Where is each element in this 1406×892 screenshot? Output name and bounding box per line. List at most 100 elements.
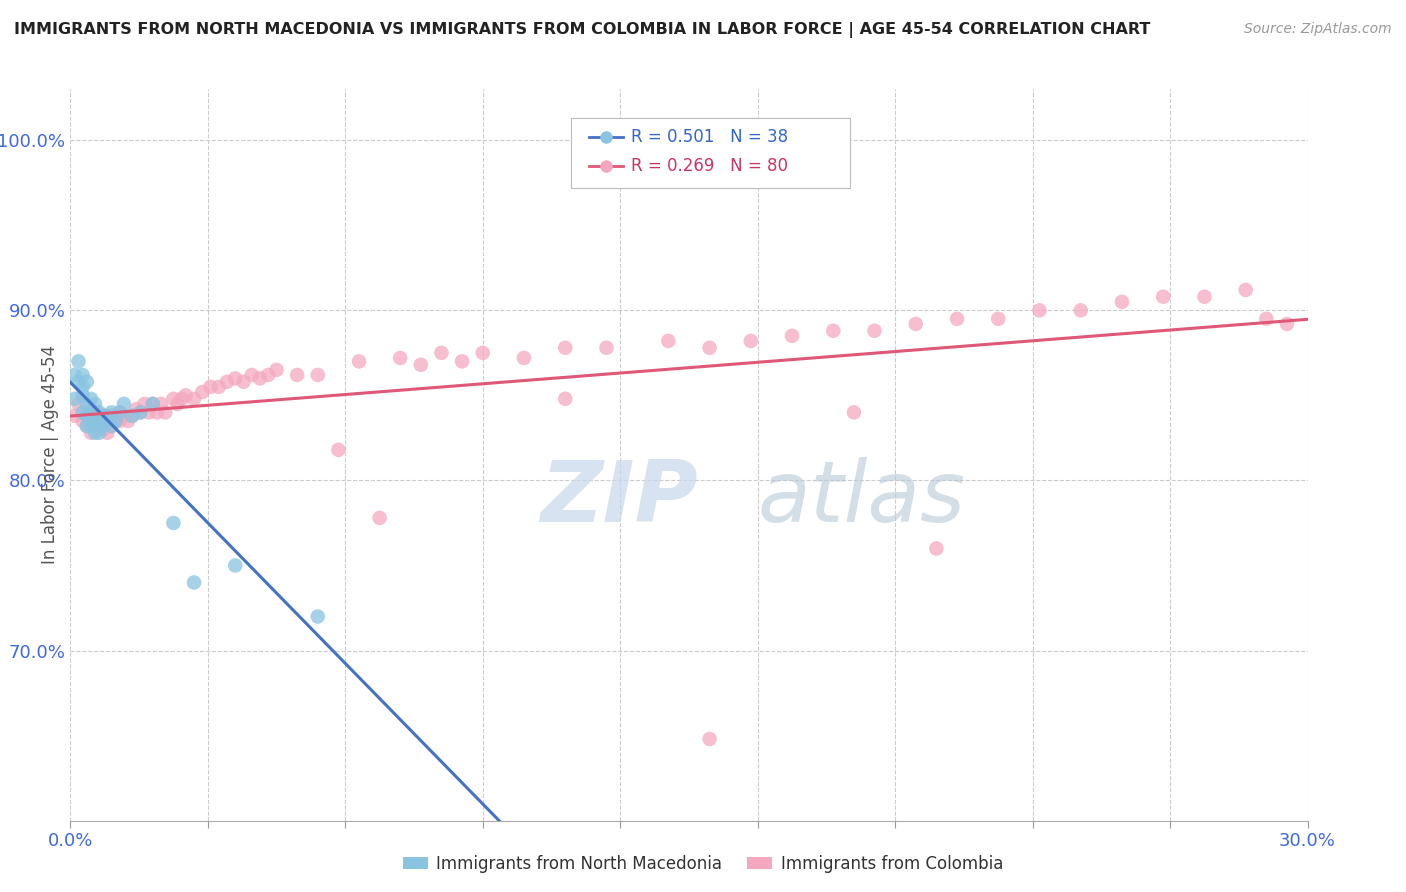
Point xyxy=(67,397,90,411)
Point xyxy=(63,392,86,406)
Y-axis label: In Labor Force | Age 45-54: In Labor Force | Age 45-54 xyxy=(41,345,59,565)
Point xyxy=(153,405,176,419)
Point xyxy=(63,409,86,423)
Point xyxy=(67,354,90,368)
Point xyxy=(1275,317,1298,331)
Point xyxy=(142,397,165,411)
Point xyxy=(224,371,246,385)
Point xyxy=(121,409,143,423)
Text: R = 0.501   N = 38: R = 0.501 N = 38 xyxy=(631,128,787,145)
Point xyxy=(76,405,98,419)
Point xyxy=(904,317,927,331)
Point xyxy=(72,405,94,419)
Point xyxy=(1234,283,1257,297)
Point xyxy=(76,419,98,434)
Point xyxy=(63,368,86,382)
Point xyxy=(104,414,127,428)
Point xyxy=(112,397,135,411)
Point xyxy=(108,405,131,419)
Point xyxy=(91,409,114,423)
Point xyxy=(215,375,238,389)
Point xyxy=(100,419,122,434)
Point xyxy=(451,354,474,368)
Point xyxy=(146,405,169,419)
Point xyxy=(842,405,865,419)
Point xyxy=(72,368,94,382)
Point xyxy=(89,425,111,440)
Point xyxy=(780,329,803,343)
Point xyxy=(84,397,107,411)
Point xyxy=(80,409,103,423)
Point xyxy=(91,409,114,423)
Point xyxy=(100,409,122,423)
Point xyxy=(108,405,131,419)
Point xyxy=(513,351,536,365)
Point xyxy=(129,405,152,419)
Point xyxy=(307,609,329,624)
Point xyxy=(80,419,103,434)
Text: Source: ZipAtlas.com: Source: ZipAtlas.com xyxy=(1244,22,1392,37)
Point xyxy=(347,354,370,368)
Point xyxy=(232,375,254,389)
Point xyxy=(104,414,127,428)
Text: IMMIGRANTS FROM NORTH MACEDONIA VS IMMIGRANTS FROM COLOMBIA IN LABOR FORCE | AGE: IMMIGRANTS FROM NORTH MACEDONIA VS IMMIG… xyxy=(14,22,1150,38)
Point xyxy=(89,419,111,434)
Text: atlas: atlas xyxy=(756,458,965,541)
Point xyxy=(84,419,107,434)
Point xyxy=(595,341,617,355)
Point xyxy=(76,375,98,389)
Point xyxy=(285,368,308,382)
Point xyxy=(946,311,969,326)
Legend: Immigrants from North Macedonia, Immigrants from Colombia: Immigrants from North Macedonia, Immigra… xyxy=(396,848,1010,880)
Point xyxy=(170,392,193,406)
Point xyxy=(389,351,412,365)
Point xyxy=(166,397,188,411)
Point xyxy=(224,558,246,573)
Point xyxy=(150,397,173,411)
Point xyxy=(76,397,98,411)
Point xyxy=(430,346,453,360)
Point xyxy=(67,375,90,389)
Point xyxy=(89,405,111,419)
Point xyxy=(823,324,845,338)
Point xyxy=(925,541,948,556)
Point xyxy=(368,511,391,525)
Point xyxy=(409,358,432,372)
Point xyxy=(249,371,271,385)
Text: ZIP: ZIP xyxy=(540,458,699,541)
Point xyxy=(80,414,103,428)
Point xyxy=(142,397,165,411)
Point xyxy=(100,405,122,419)
Point xyxy=(554,341,576,355)
Point xyxy=(84,425,107,440)
Point xyxy=(72,380,94,394)
Point xyxy=(1256,311,1278,326)
Point xyxy=(183,575,205,590)
Point xyxy=(134,397,156,411)
Point xyxy=(96,409,118,423)
Point xyxy=(138,405,160,419)
Point xyxy=(84,405,107,419)
Point xyxy=(162,516,184,530)
Point xyxy=(89,409,111,423)
Point xyxy=(91,419,114,434)
Point xyxy=(108,414,131,428)
Point xyxy=(80,405,103,419)
Point xyxy=(307,368,329,382)
Point xyxy=(76,419,98,434)
Point xyxy=(125,402,148,417)
Point xyxy=(740,334,762,348)
Text: R = 0.269   N = 80: R = 0.269 N = 80 xyxy=(631,157,787,175)
Point xyxy=(699,341,721,355)
Point xyxy=(1194,290,1216,304)
Point xyxy=(100,419,122,434)
Point xyxy=(80,425,103,440)
Point xyxy=(117,414,139,428)
Point xyxy=(91,422,114,436)
Point xyxy=(80,392,103,406)
Point xyxy=(657,334,679,348)
Point xyxy=(208,380,231,394)
Point xyxy=(174,388,197,402)
Point xyxy=(863,324,886,338)
Point xyxy=(121,409,143,423)
